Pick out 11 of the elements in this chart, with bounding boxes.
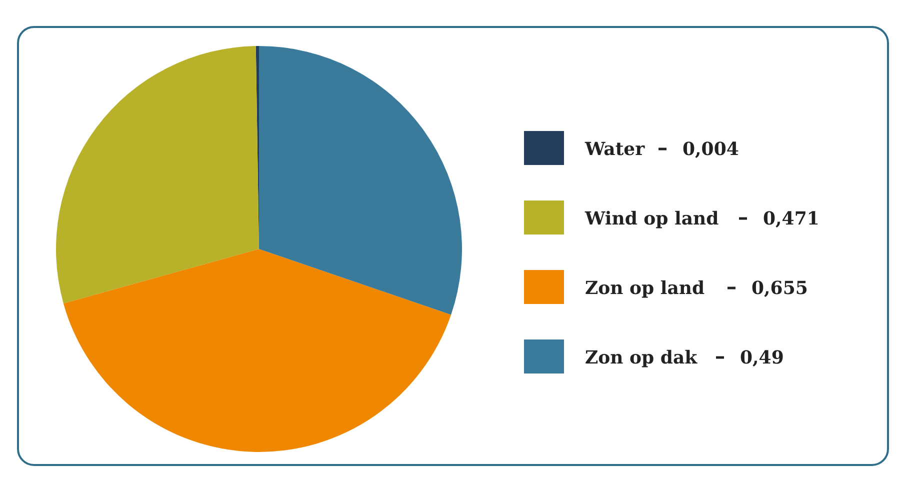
pie-slice xyxy=(259,46,462,315)
data-label: 0,471 xyxy=(763,208,820,230)
legend-label: Zon op land xyxy=(585,278,705,299)
pie-slice xyxy=(56,46,259,304)
data-label: 0,004 xyxy=(682,139,739,160)
legend-label: Wind op land xyxy=(584,208,720,230)
data-label: 0,655 xyxy=(752,278,808,299)
legend-label: Zon op dak xyxy=(585,348,698,368)
pie-slice xyxy=(63,249,452,452)
legend-label: Water xyxy=(584,139,646,160)
data-label: 0,49 xyxy=(740,348,784,368)
